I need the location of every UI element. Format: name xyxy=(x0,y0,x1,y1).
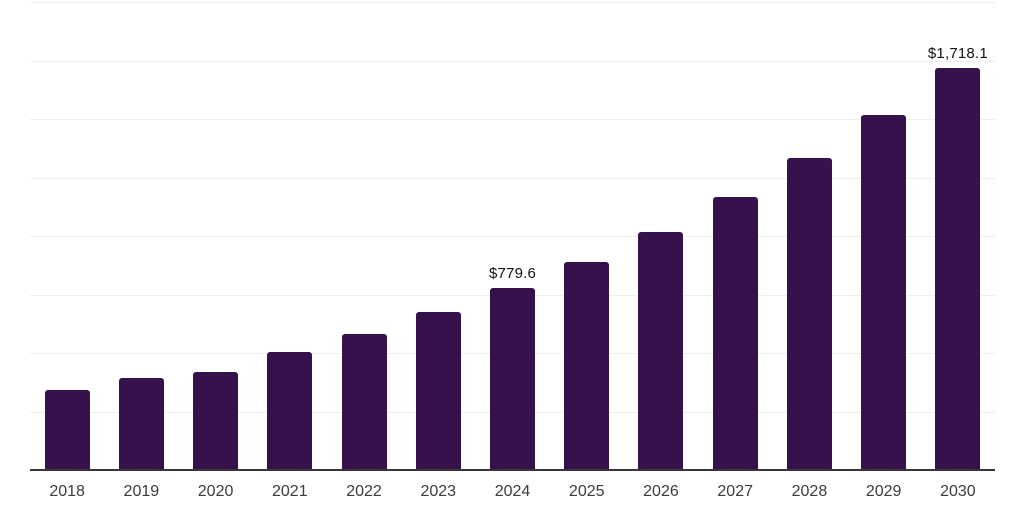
gridline-1750 xyxy=(30,60,995,62)
x-tick-2022: 2022 xyxy=(346,483,382,500)
bar-2027[interactable] xyxy=(712,196,758,470)
bar-2023[interactable] xyxy=(415,312,461,470)
bar-2022[interactable] xyxy=(341,333,387,470)
value-label-2030: $1,718.1 xyxy=(927,44,988,62)
bar-2024[interactable] xyxy=(490,287,535,470)
x-tick-2018: 2018 xyxy=(49,483,85,500)
value-label-2024: $779.6 xyxy=(488,264,537,282)
bar-2026[interactable] xyxy=(638,231,684,470)
x-tick-2023: 2023 xyxy=(420,483,457,500)
bar-2021[interactable] xyxy=(267,352,313,470)
x-tick-2024: 2024 xyxy=(494,483,531,500)
gridline-1500 xyxy=(30,119,995,120)
x-tick-2021: 2021 xyxy=(272,483,308,500)
plot-area: $779.6 $1,718.1 xyxy=(30,2,995,470)
x-tick-2028: 2028 xyxy=(791,483,828,500)
bar-2025[interactable] xyxy=(564,261,610,470)
bar-2018[interactable] xyxy=(44,390,90,470)
x-tick-2019: 2019 xyxy=(123,483,160,500)
bar-2030[interactable] xyxy=(935,67,981,470)
x-tick-2030: 2030 xyxy=(940,483,976,500)
gridline-1250 xyxy=(30,177,995,179)
bar-2019[interactable] xyxy=(118,378,164,470)
bar-2028[interactable] xyxy=(786,158,832,470)
gridline-1000 xyxy=(30,236,995,237)
x-tick-2020: 2020 xyxy=(197,483,234,500)
x-tick-2027: 2027 xyxy=(717,483,753,500)
x-axis-line xyxy=(30,469,995,471)
bar-2029[interactable] xyxy=(861,115,907,470)
bar-2020[interactable] xyxy=(193,372,239,470)
x-tick-2026: 2026 xyxy=(643,483,679,500)
x-tick-2025: 2025 xyxy=(568,483,605,500)
x-tick-2029: 2029 xyxy=(865,483,902,500)
gridline-2000 xyxy=(30,2,995,3)
